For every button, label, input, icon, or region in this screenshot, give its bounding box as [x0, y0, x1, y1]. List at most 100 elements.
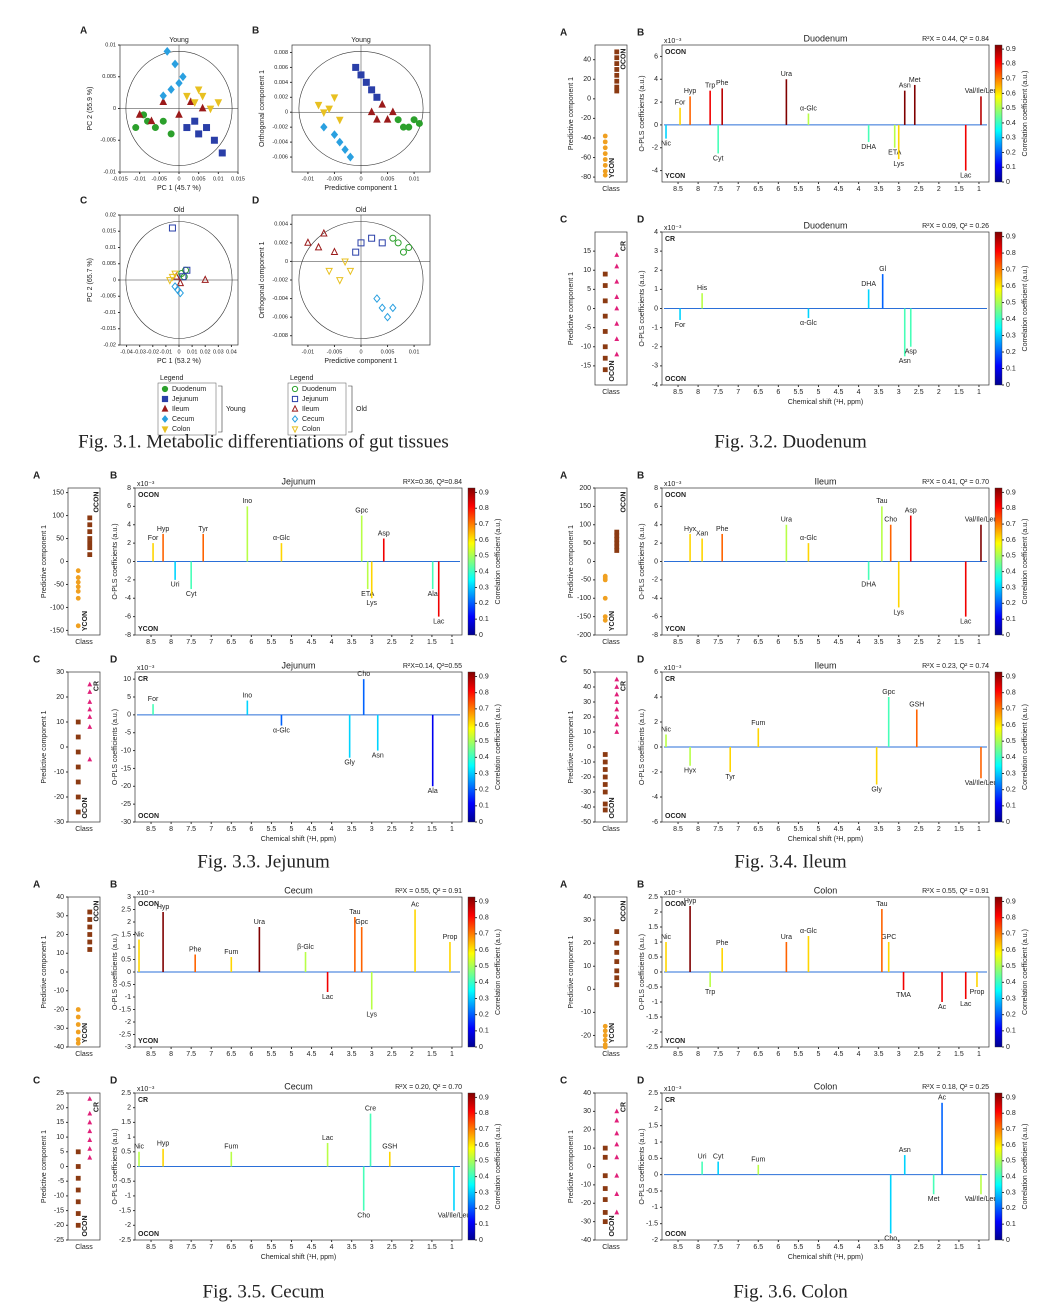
- x-tick-label: -0.01: [302, 349, 315, 355]
- scale-factor: x10⁻³: [137, 1086, 155, 1093]
- colorbar-tick-label: 0.1: [479, 803, 489, 810]
- marker: [602, 172, 608, 178]
- y-tick-label: -15: [121, 765, 131, 772]
- marker: [335, 116, 344, 125]
- panel-letter: C: [560, 655, 567, 666]
- x-tick-label: 8: [696, 1244, 700, 1251]
- bottom-class-label: YCON: [665, 1038, 685, 1045]
- x-tick-label: 5: [817, 186, 821, 193]
- colorbar-tick-label: 0.7: [479, 706, 489, 713]
- x-tick-label: 7.5: [186, 639, 196, 646]
- metabolite-label: Ino: [242, 692, 252, 699]
- y-tick-label: 0: [654, 969, 658, 976]
- colorbar-tick-label: 0.9: [1006, 1094, 1016, 1101]
- y-tick-label: -30: [581, 1218, 591, 1225]
- colorbar-tick-label: 0.5: [479, 553, 489, 560]
- metabolite-label: Uri: [171, 582, 180, 589]
- x-tick-label: 8: [696, 639, 700, 646]
- metabolite-label: Nic: [661, 726, 672, 733]
- marker: [614, 529, 620, 535]
- marker: [614, 959, 620, 965]
- marker: [87, 689, 93, 694]
- x-tick-label: 1.5: [954, 639, 964, 646]
- marker: [602, 577, 608, 583]
- x-tick-label: 0.04: [226, 349, 237, 355]
- x-tick-label: 2: [410, 639, 414, 646]
- y-tick-label: 20: [56, 1105, 64, 1112]
- marker: [602, 782, 608, 787]
- marker: [75, 623, 81, 629]
- y-tick-label: 10: [583, 963, 591, 970]
- metabolite-label: Phe: [716, 940, 729, 947]
- marker: [614, 548, 620, 553]
- y-tick-label: -0.006: [272, 315, 288, 321]
- y-axis-label: Predictive component 1: [568, 77, 575, 150]
- marker: [218, 149, 226, 157]
- y-axis-label: Orthogonal component 1: [259, 241, 266, 318]
- marker: [75, 1040, 81, 1046]
- y-tick-label: -80: [581, 174, 591, 181]
- marker: [325, 105, 333, 114]
- marker: [159, 97, 168, 106]
- x-axis-label: Class: [602, 389, 620, 396]
- model-stats: R²X=0.14, Q²=0.55: [403, 663, 462, 670]
- panel-letter: B: [110, 471, 117, 482]
- x-tick-label: -0.015: [112, 176, 128, 182]
- panel-letter: D: [110, 655, 117, 666]
- panel-letter: A: [560, 880, 567, 891]
- colorbar-tick-label: 0.7: [479, 931, 489, 938]
- x-tick-label: 5.5: [794, 1051, 804, 1058]
- y-tick-label: 2.5: [648, 1090, 658, 1097]
- y-tick-label: -30: [581, 789, 591, 796]
- y-axis-label: O-PLS coefficients (a.u.): [112, 523, 119, 599]
- y-axis-label: Predictive component 1: [41, 1130, 48, 1203]
- panel-title: Cecum: [284, 885, 313, 895]
- marker: [614, 706, 620, 712]
- y-tick-label: 5: [60, 1149, 64, 1156]
- colorbar: [994, 44, 1003, 183]
- metabolite-label: Gpc: [355, 507, 368, 514]
- x-tick-label: 4.5: [307, 1051, 317, 1058]
- y-tick-label: 100: [579, 522, 591, 529]
- x-tick-label: 7: [736, 639, 740, 646]
- x-tick-label: 3: [897, 1051, 901, 1058]
- x-tick-label: 3.5: [874, 639, 884, 646]
- marker: [614, 940, 620, 946]
- x-tick-label: 5: [290, 1244, 294, 1251]
- x-tick-label: 6: [249, 639, 253, 646]
- y-tick-label: 6: [127, 503, 131, 510]
- class-label: CR: [94, 681, 101, 691]
- colorbar-tick-label: 0.5: [1006, 963, 1016, 970]
- marker: [602, 298, 608, 304]
- colorbar-tick-label: 0.2: [1006, 1012, 1016, 1019]
- class-label: CR: [94, 1102, 101, 1112]
- colorbar-tick-label: 0.5: [479, 963, 489, 970]
- colorbar: [994, 487, 1003, 636]
- marker: [357, 239, 365, 247]
- panel-letter: C: [560, 1076, 567, 1087]
- y-tick-label: -25: [121, 801, 131, 808]
- y-tick-label: 40: [583, 57, 591, 64]
- marker: [214, 99, 223, 107]
- top-class-label: CR: [138, 1097, 148, 1104]
- y-tick-label: 0: [285, 110, 288, 116]
- panel-letter: C: [33, 1076, 40, 1087]
- metabolite-label: ETA: [361, 591, 374, 598]
- x-tick-label: 4.5: [307, 639, 317, 646]
- bottom-class-label: OCON: [665, 813, 686, 820]
- colorbar-tick-label: 0.2: [1006, 787, 1016, 794]
- x-tick-label: 1.5: [427, 1244, 437, 1251]
- marker: [357, 71, 365, 79]
- marker: [75, 1022, 81, 1027]
- metabolite-label: Trp: [705, 83, 715, 90]
- marker: [614, 1154, 620, 1160]
- legend-label: Duodenum: [302, 386, 336, 393]
- marker: [389, 234, 397, 242]
- marker: [179, 273, 187, 281]
- y-tick-label: -1.5: [119, 1006, 131, 1013]
- colorbar-tick-label: 0.3: [479, 995, 489, 1002]
- marker: [75, 1187, 81, 1193]
- x-axis-label: Predictive component 1: [324, 358, 397, 365]
- metabolite-label: Ac: [938, 1004, 947, 1011]
